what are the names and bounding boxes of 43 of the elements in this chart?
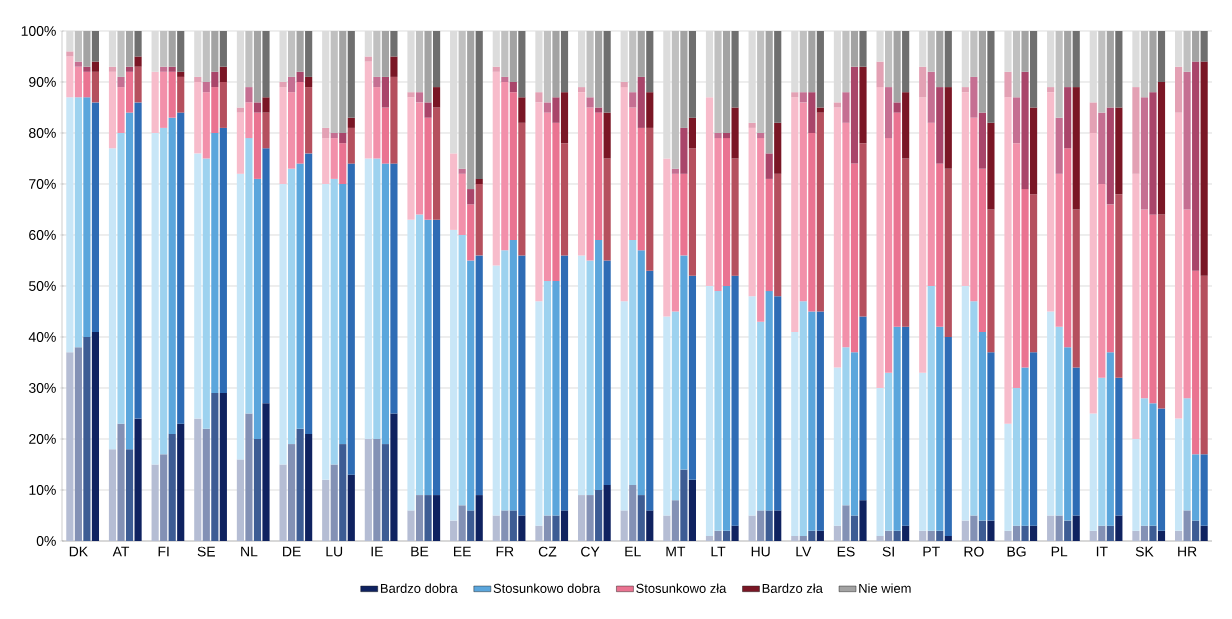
x-tick-label: FR (496, 546, 514, 557)
x-tick-label: IT (1096, 546, 1108, 557)
y-tick-label: 30% (28, 383, 56, 393)
y-tick-label: 60% (29, 230, 56, 240)
legend-label: Nie wiem (859, 583, 911, 593)
x-tick-label: IE (371, 546, 383, 557)
x-tick-label: LT (711, 546, 726, 557)
x-tick-label: LU (326, 546, 343, 557)
x-tick-label: LV (796, 546, 812, 557)
x-tick-label: BG (1007, 546, 1026, 557)
y-tick-label: 50% (29, 281, 56, 291)
x-tick-label: FI (158, 546, 169, 557)
x-tick-label: EE (454, 546, 471, 557)
legend-label: Stosunkowo dobra (493, 583, 601, 593)
legend-label: Stosunkowo zła (636, 583, 727, 593)
y-tick-label: 20% (29, 434, 56, 444)
x-tick-label: HU (751, 546, 770, 557)
legend-label: Bardzo dobra (380, 583, 458, 593)
y-tick-label: 10% (29, 485, 56, 495)
legend-label: Bardzo zła (762, 583, 823, 593)
x-tick-label: PT (923, 546, 940, 557)
x-tick-label: CZ (538, 546, 557, 557)
x-tick-label: EL (625, 546, 641, 557)
x-tick-label: CY (581, 546, 600, 557)
y-tick-label: 70% (29, 179, 56, 189)
x-tick-label: ES (837, 546, 855, 557)
x-tick-label: RO (964, 546, 984, 557)
x-tick-label: BE (411, 546, 429, 557)
x-tick-label: NL (241, 546, 258, 557)
y-tick-label: 100% (21, 26, 56, 36)
x-tick-label: DE (283, 546, 301, 557)
x-tick-label: PL (1051, 546, 1068, 557)
x-tick-label: SK (1135, 546, 1154, 557)
y-tick-label: 80% (29, 128, 56, 138)
y-tick-label: 0% (36, 536, 56, 546)
x-tick-label: HR (1178, 546, 1197, 557)
y-tick-label: 40% (28, 332, 56, 342)
x-tick-label: AT (112, 546, 130, 557)
x-tick-label: SI (882, 546, 894, 557)
y-tick-label: 90% (29, 77, 56, 87)
x-tick-label: SE (197, 546, 216, 557)
x-tick-label: MT (666, 546, 686, 557)
x-tick-label: DK (69, 546, 88, 557)
